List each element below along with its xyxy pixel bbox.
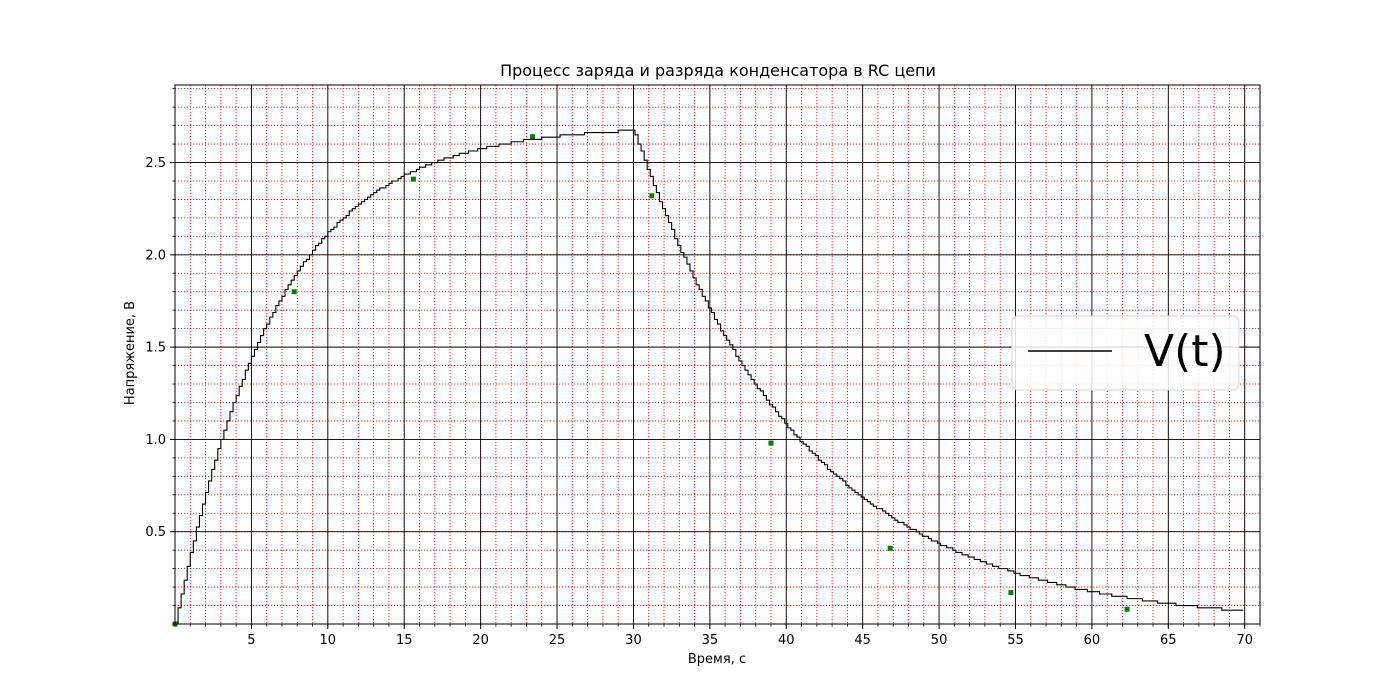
y-tick-label: 2.0 <box>145 248 166 263</box>
series-line-vt <box>175 129 1244 625</box>
plot-frame <box>174 84 1261 625</box>
data-point-marker <box>1008 590 1014 596</box>
x-tick-label: 50 <box>931 633 948 648</box>
major-grid <box>175 85 1260 624</box>
x-tick-label: 60 <box>1084 633 1101 648</box>
legend-box <box>1011 315 1240 391</box>
x-tick-label: 35 <box>702 633 719 648</box>
y-axis-ticks: 0.5 1.0 1.5 2.0 2.5 <box>145 88 175 625</box>
data-point-marker <box>1124 606 1130 612</box>
x-axis-ticks: 5 10 15 20 25 30 35 40 45 50 55 60 65 70 <box>174 624 1261 648</box>
y-tick-label: 2.5 <box>145 156 166 171</box>
data-point-marker <box>649 193 655 199</box>
x-tick-label: 55 <box>1007 633 1024 648</box>
y-tick-label: 1.5 <box>145 341 166 356</box>
data-point-marker <box>530 134 536 140</box>
x-tick-label: 70 <box>1236 633 1253 648</box>
data-point-marker <box>768 440 774 446</box>
x-tick-label: 5 <box>247 633 255 648</box>
x-tick-label: 10 <box>320 633 337 648</box>
x-tick-label: 20 <box>472 633 489 648</box>
legend-label-vt: V(t) <box>1144 326 1226 377</box>
x-tick-label: 40 <box>778 633 795 648</box>
y-tick-label: 1.0 <box>145 433 166 448</box>
x-tick-label: 15 <box>396 633 413 648</box>
data-point-marker <box>291 289 297 295</box>
series-group <box>175 129 1244 625</box>
data-point-marker <box>410 176 416 182</box>
data-point-marker <box>887 545 893 551</box>
y-axis-label: Напряжение, В <box>123 301 138 405</box>
y-tick-label: 0.5 <box>145 525 166 540</box>
x-tick-label: 45 <box>854 633 871 648</box>
x-tick-label: 25 <box>549 633 566 648</box>
chart-title: Процесс заряда и разряда конденсатора в … <box>500 61 936 80</box>
x-axis-label: Время, с <box>688 652 746 667</box>
x-tick-label: 30 <box>625 633 642 648</box>
x-tick-label: 65 <box>1160 633 1177 648</box>
legend: V(t) <box>1011 315 1240 391</box>
